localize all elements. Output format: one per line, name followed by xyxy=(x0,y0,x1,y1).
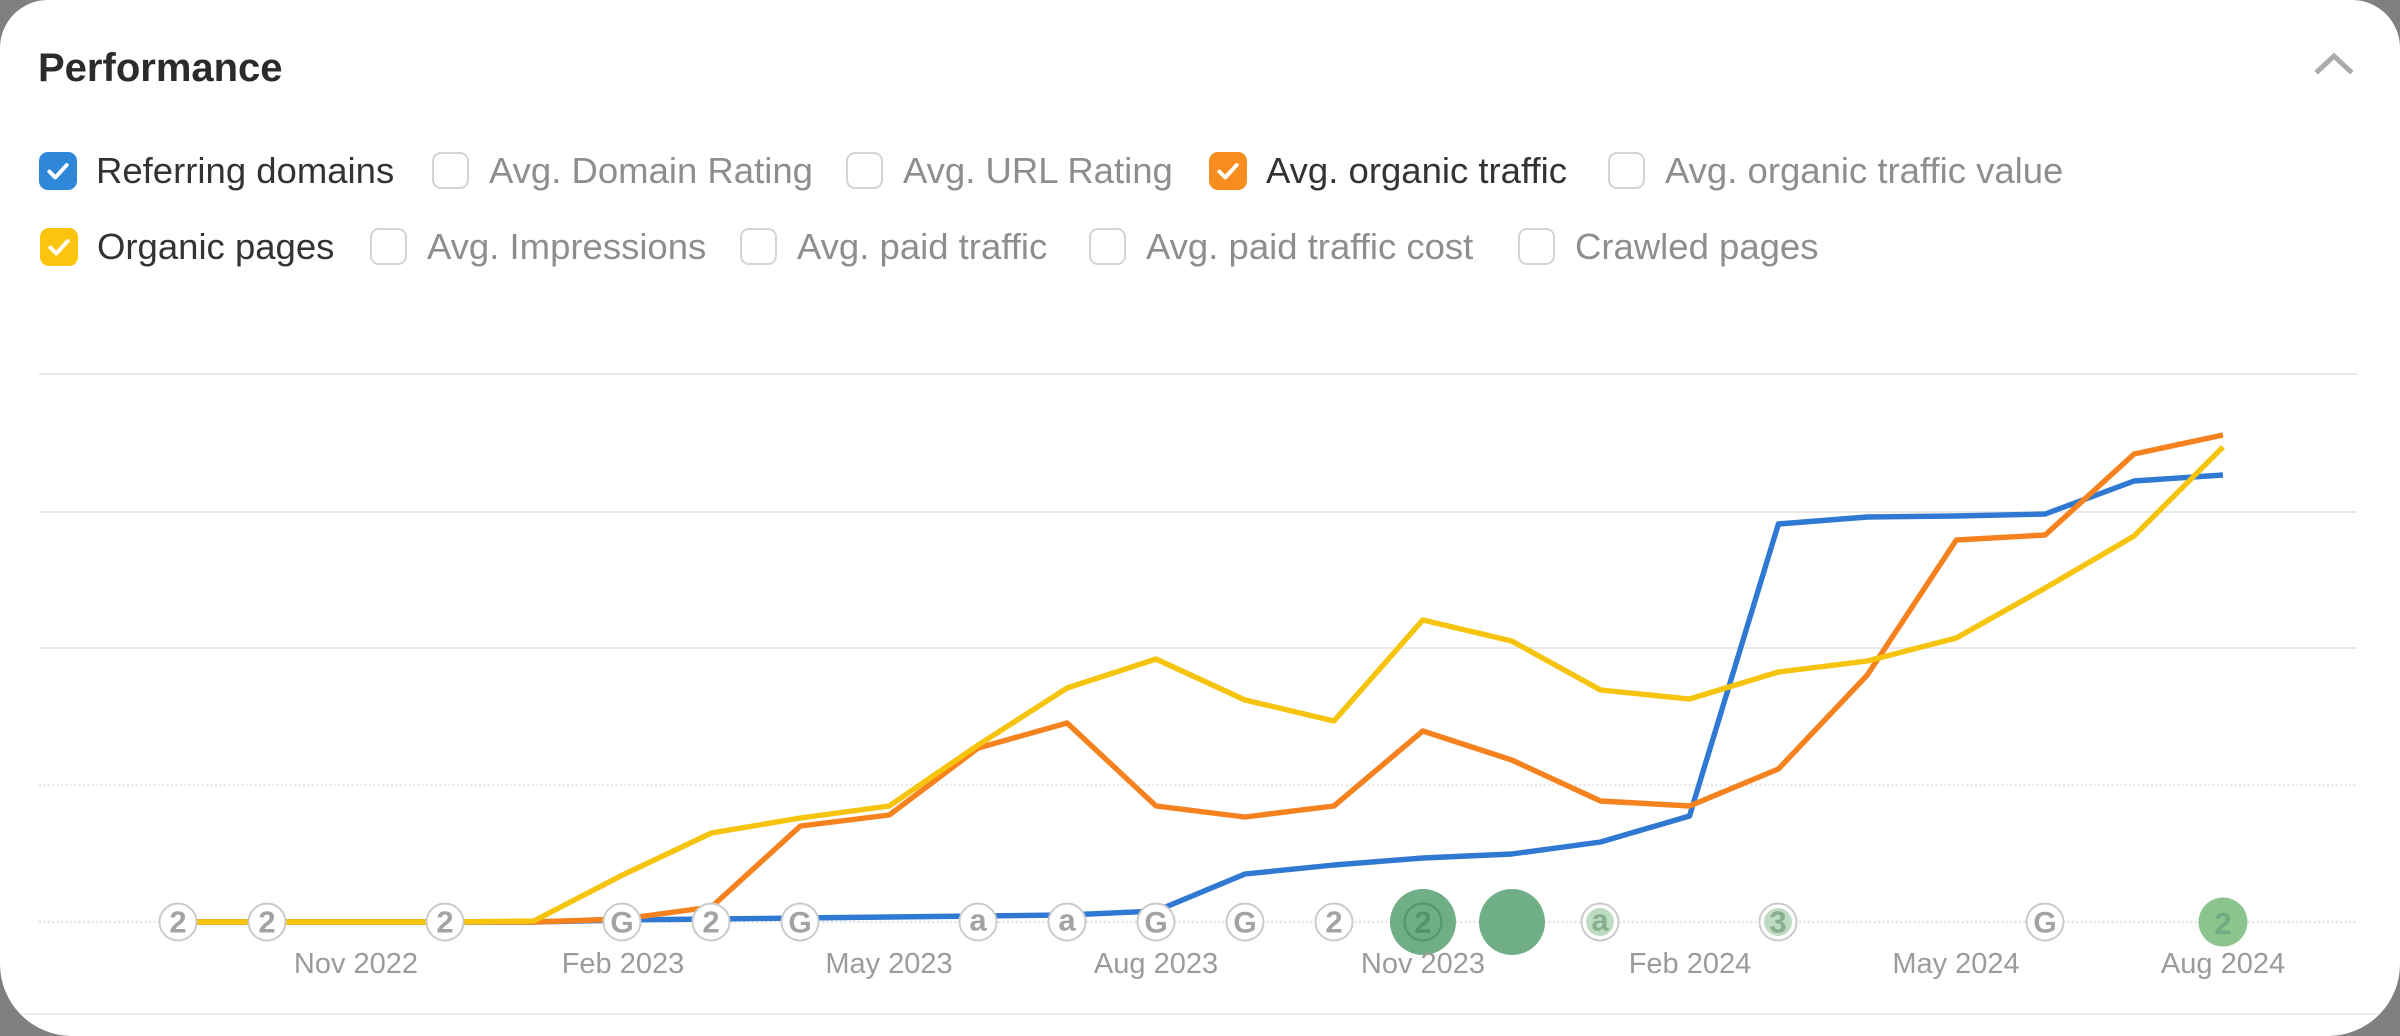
svg-text:2: 2 xyxy=(169,905,186,940)
svg-text:G: G xyxy=(610,907,633,940)
svg-text:Nov 2022: Nov 2022 xyxy=(294,948,418,980)
svg-text:G: G xyxy=(2033,907,2056,940)
svg-text:2: 2 xyxy=(1414,905,1431,940)
svg-text:3: 3 xyxy=(1769,905,1786,940)
svg-text:Aug 2024: Aug 2024 xyxy=(2161,948,2285,980)
svg-text:a: a xyxy=(1591,903,1609,938)
svg-text:May 2023: May 2023 xyxy=(825,948,952,980)
svg-text:Aug 2023: Aug 2023 xyxy=(1094,948,1218,980)
svg-text:G: G xyxy=(1144,907,1167,940)
svg-text:Feb 2024: Feb 2024 xyxy=(1629,948,1752,980)
svg-text:2: 2 xyxy=(1325,905,1342,940)
svg-text:a: a xyxy=(1058,903,1076,938)
svg-text:a: a xyxy=(969,903,987,938)
svg-text:2: 2 xyxy=(436,905,453,940)
svg-text:G: G xyxy=(788,907,811,940)
svg-text:Feb 2023: Feb 2023 xyxy=(562,948,685,980)
svg-text:May 2024: May 2024 xyxy=(1892,948,2019,980)
svg-text:2: 2 xyxy=(702,905,719,940)
svg-text:2: 2 xyxy=(2214,906,2231,941)
svg-text:G: G xyxy=(1233,907,1256,940)
svg-text:2: 2 xyxy=(258,905,275,940)
svg-text:Nov 2023: Nov 2023 xyxy=(1361,948,1485,980)
